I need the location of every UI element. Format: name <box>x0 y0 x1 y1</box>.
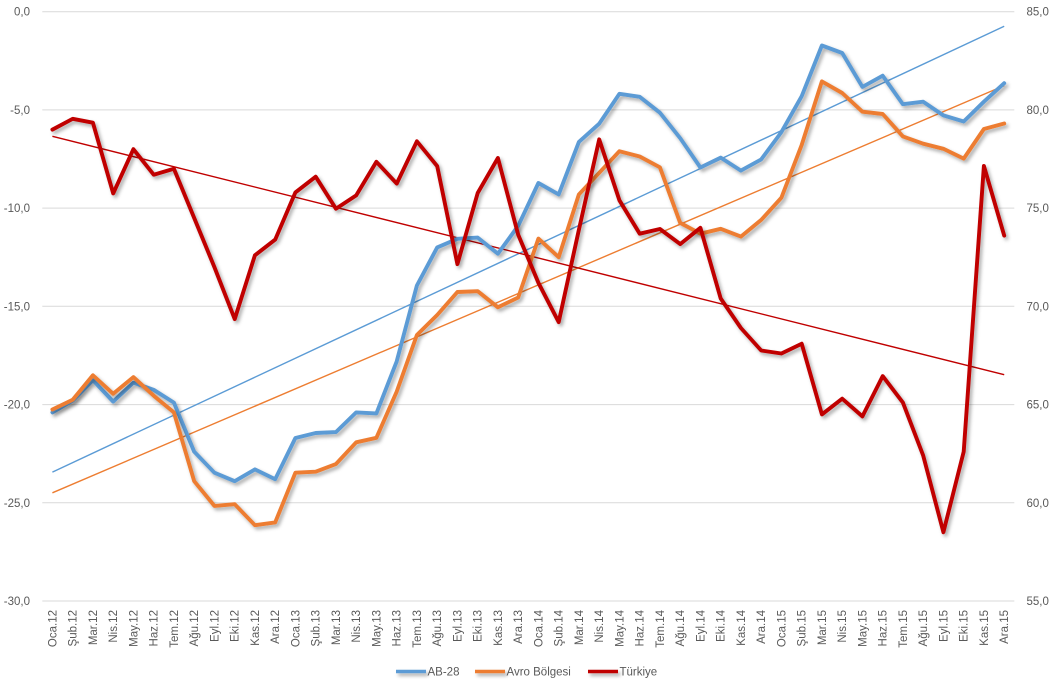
svg-text:80,0: 80,0 <box>1027 105 1049 117</box>
svg-text:Haz.13: Haz.13 <box>392 610 404 646</box>
svg-text:Mar.12: Mar.12 <box>88 610 100 645</box>
svg-text:Şub.12: Şub.12 <box>68 610 80 646</box>
svg-text:Tem.15: Tem.15 <box>898 610 910 648</box>
svg-text:May.14: May.14 <box>614 609 626 646</box>
svg-text:60,0: 60,0 <box>1027 498 1049 510</box>
svg-text:Eki.15: Eki.15 <box>959 610 971 642</box>
svg-text:65,0: 65,0 <box>1027 400 1049 412</box>
svg-text:Eki.14: Eki.14 <box>716 609 728 642</box>
svg-text:Haz.14: Haz.14 <box>635 609 647 646</box>
svg-text:Ara.15: Ara.15 <box>999 610 1011 644</box>
svg-text:Nis.15: Nis.15 <box>837 610 849 643</box>
svg-text:Eyl.14: Eyl.14 <box>695 609 707 642</box>
svg-text:-15,0: -15,0 <box>4 301 30 313</box>
svg-text:Nis.12: Nis.12 <box>108 610 120 643</box>
svg-text:-25,0: -25,0 <box>4 498 30 510</box>
svg-text:Ara.12: Ara.12 <box>270 610 282 644</box>
svg-text:-30,0: -30,0 <box>4 596 30 608</box>
svg-text:Tem.12: Tem.12 <box>169 610 181 648</box>
svg-text:0,0: 0,0 <box>14 7 30 19</box>
svg-text:Oca.13: Oca.13 <box>290 610 302 647</box>
svg-text:Kas.14: Kas.14 <box>736 609 748 645</box>
svg-text:May.12: May.12 <box>128 610 140 647</box>
svg-text:Ara.13: Ara.13 <box>513 610 525 644</box>
svg-text:85,0: 85,0 <box>1027 7 1049 19</box>
svg-text:Ara.14: Ara.14 <box>756 609 768 643</box>
svg-text:Eyl.15: Eyl.15 <box>938 610 950 642</box>
svg-text:Şub.13: Şub.13 <box>311 610 323 646</box>
svg-text:Ağu.12: Ağu.12 <box>189 610 201 646</box>
svg-text:Nis.14: Nis.14 <box>594 609 606 642</box>
svg-text:-20,0: -20,0 <box>4 400 30 412</box>
svg-text:May.15: May.15 <box>857 610 869 647</box>
svg-text:Mar.15: Mar.15 <box>817 610 829 645</box>
svg-text:Türkiye: Türkiye <box>620 667 658 679</box>
svg-text:Kas.13: Kas.13 <box>493 610 505 646</box>
svg-text:Kas.12: Kas.12 <box>250 610 262 646</box>
svg-text:Mar.13: Mar.13 <box>331 610 343 645</box>
svg-text:-10,0: -10,0 <box>4 203 30 215</box>
svg-text:Haz.12: Haz.12 <box>149 610 161 646</box>
svg-text:Oca.15: Oca.15 <box>776 610 788 647</box>
svg-text:Ağu.13: Ağu.13 <box>432 610 444 646</box>
svg-text:Oca.14: Oca.14 <box>533 609 545 647</box>
svg-text:AB-28: AB-28 <box>428 667 460 679</box>
svg-text:Tem.13: Tem.13 <box>412 610 424 648</box>
svg-text:Ağu.15: Ağu.15 <box>918 610 930 646</box>
svg-text:Avro Bölgesi: Avro Bölgesi <box>507 667 571 679</box>
svg-text:Tem.14: Tem.14 <box>655 609 667 647</box>
svg-text:55,0: 55,0 <box>1027 596 1049 608</box>
svg-text:Mar.14: Mar.14 <box>574 609 586 645</box>
svg-text:Haz.15: Haz.15 <box>878 610 890 646</box>
svg-text:Ağu.14: Ağu.14 <box>675 609 687 646</box>
svg-text:Eyl.13: Eyl.13 <box>452 610 464 642</box>
svg-text:Nis.13: Nis.13 <box>351 610 363 643</box>
svg-text:Kas.15: Kas.15 <box>979 610 991 646</box>
svg-text:Şub.14: Şub.14 <box>554 609 566 646</box>
svg-text:-5,0: -5,0 <box>10 105 30 117</box>
svg-text:Oca.12: Oca.12 <box>47 610 59 647</box>
svg-text:70,0: 70,0 <box>1027 301 1049 313</box>
svg-text:Eki.12: Eki.12 <box>230 610 242 642</box>
svg-text:Eyl.12: Eyl.12 <box>209 610 221 642</box>
svg-text:Eki.13: Eki.13 <box>473 610 485 642</box>
svg-text:75,0: 75,0 <box>1027 203 1049 215</box>
svg-text:May.13: May.13 <box>371 610 383 647</box>
svg-text:Şub.15: Şub.15 <box>797 610 809 646</box>
